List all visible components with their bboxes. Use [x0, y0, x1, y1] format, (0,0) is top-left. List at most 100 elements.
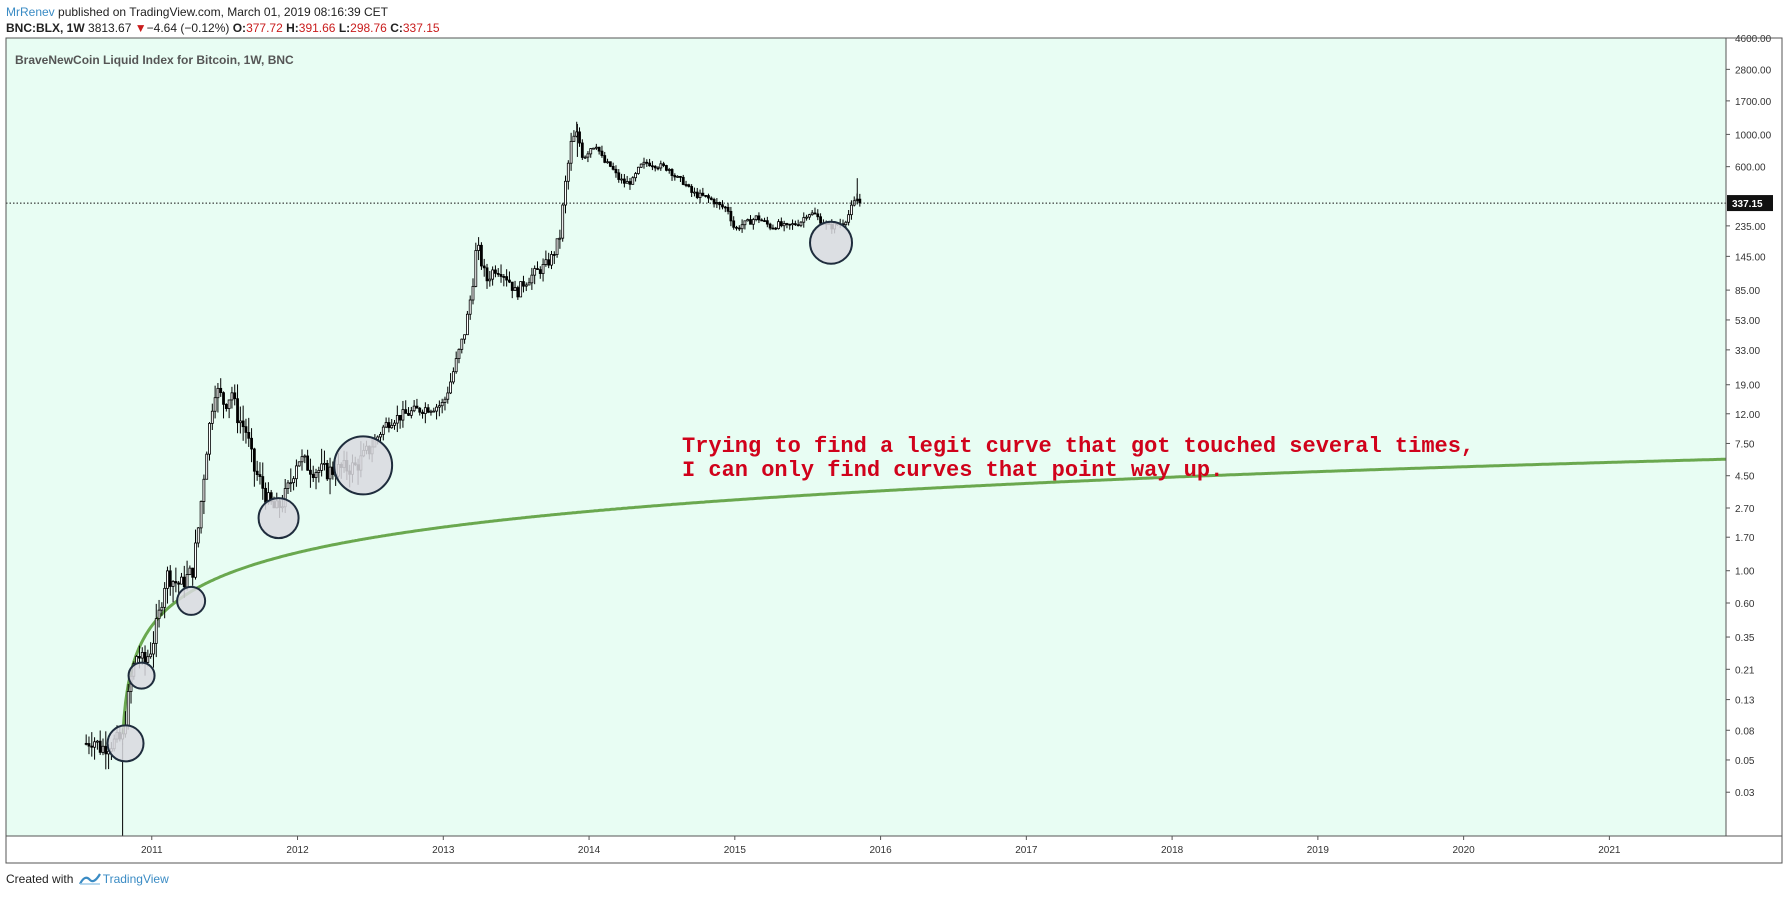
- high-label: H:: [286, 21, 299, 35]
- candle-body: [844, 221, 848, 226]
- candle-body: [785, 223, 789, 225]
- candle-body: [409, 410, 413, 416]
- candle-body: [457, 348, 461, 360]
- candle-body: [687, 184, 691, 187]
- candle-body: [451, 371, 455, 383]
- candle-body: [395, 415, 399, 424]
- chart-title: BraveNewCoin Liquid Index for Bitcoin, 1…: [15, 53, 294, 67]
- last-price: 3813.67: [88, 21, 132, 35]
- open-value: 377.72: [246, 21, 283, 35]
- candle-body: [196, 527, 200, 544]
- time-axis[interactable]: [6, 836, 1782, 863]
- candle-body: [449, 381, 452, 394]
- candle-body: [101, 745, 105, 753]
- candle-body: [636, 166, 640, 174]
- candle-body: [182, 576, 186, 588]
- candle-body: [323, 462, 326, 465]
- x-tick-label: 2013: [432, 845, 455, 856]
- price-axis[interactable]: [1726, 38, 1782, 836]
- candle-body: [163, 587, 167, 608]
- candle-body: [757, 215, 761, 221]
- candle-body: [468, 299, 472, 315]
- candle-body: [777, 221, 780, 229]
- x-tick-label: 2012: [286, 845, 309, 856]
- candle-body: [653, 165, 657, 169]
- candle-body: [723, 206, 727, 209]
- y-tick-label: 235.00: [1735, 222, 1766, 233]
- candle-body: [796, 224, 800, 227]
- candle-body: [191, 567, 195, 578]
- candle-body: [325, 462, 329, 480]
- candle-body: [210, 410, 214, 424]
- candle-body: [558, 237, 562, 240]
- candle-body: [465, 313, 469, 336]
- last-price-badge-text: 337.15: [1732, 199, 1763, 210]
- candle-body: [544, 259, 548, 265]
- touch-point-circle: [176, 585, 207, 616]
- candle-body: [166, 570, 169, 589]
- candle-body: [474, 250, 478, 287]
- candle-body: [412, 405, 416, 412]
- candle-body: [255, 470, 259, 475]
- candle-body: [440, 402, 444, 407]
- candle-body: [566, 162, 570, 182]
- candle-body: [488, 278, 492, 282]
- candle-body: [505, 276, 509, 281]
- author-link[interactable]: MrRenev: [6, 5, 55, 19]
- publish-info: MrRenev published on TradingView.com, Ma…: [6, 5, 388, 19]
- candle-body: [782, 223, 786, 227]
- candle-body: [157, 609, 161, 620]
- candle-body: [754, 215, 758, 220]
- footer: Created with TradingView: [6, 872, 169, 889]
- close-value: 337.15: [402, 21, 440, 35]
- candle-body: [309, 469, 312, 475]
- tradingview-logo-icon[interactable]: [78, 872, 101, 889]
- candle-body: [219, 387, 223, 394]
- candle-body: [788, 223, 792, 226]
- candle-body: [482, 265, 486, 269]
- candle-body: [435, 406, 438, 412]
- candle-body: [679, 176, 682, 178]
- annotation-text: Trying to find a legit curve that got to…: [682, 434, 1474, 459]
- symbol-name[interactable]: BNC:BLX, 1W: [6, 21, 85, 35]
- candle-body: [858, 198, 862, 204]
- created-with-text: Created with: [6, 872, 77, 886]
- candle-body: [199, 501, 203, 529]
- candle-body: [732, 220, 736, 228]
- candle-body: [480, 244, 483, 267]
- touch-point-circle: [257, 497, 300, 540]
- candle-body: [185, 574, 189, 588]
- candle-body: [98, 740, 102, 753]
- y-tick-label: 53.00: [1735, 316, 1760, 327]
- x-tick-label: 2016: [869, 845, 892, 856]
- candle-body: [791, 223, 794, 226]
- candle-body: [670, 169, 674, 176]
- candle-body: [684, 184, 688, 186]
- y-tick-label: 33.00: [1735, 346, 1760, 357]
- candle-body: [592, 147, 595, 150]
- plot-area[interactable]: [6, 38, 1726, 836]
- candle-body: [665, 165, 668, 171]
- touch-point-circle: [106, 724, 145, 763]
- candle-body: [513, 287, 517, 291]
- candle-body: [491, 269, 495, 280]
- candle-body: [289, 482, 293, 485]
- candle-body: [555, 238, 559, 255]
- publish-text: published on TradingView.com, March 01, …: [54, 5, 389, 19]
- annotation-text: I can only find curves that point way up…: [682, 458, 1223, 483]
- candle-body: [423, 407, 427, 414]
- y-tick-label: 0.35: [1735, 633, 1755, 644]
- y-tick-label: 0.05: [1735, 756, 1755, 767]
- tradingview-link[interactable]: TradingView: [102, 872, 169, 886]
- candle-body: [662, 163, 666, 166]
- candle-body: [550, 254, 553, 266]
- candle-body: [381, 426, 385, 435]
- candle-body: [594, 146, 598, 149]
- candle-body: [426, 407, 430, 413]
- candle-body: [608, 161, 612, 167]
- y-tick-label: 12.00: [1735, 410, 1760, 421]
- candle-body: [802, 217, 806, 223]
- candle-body: [286, 482, 290, 489]
- candle-body: [250, 437, 253, 450]
